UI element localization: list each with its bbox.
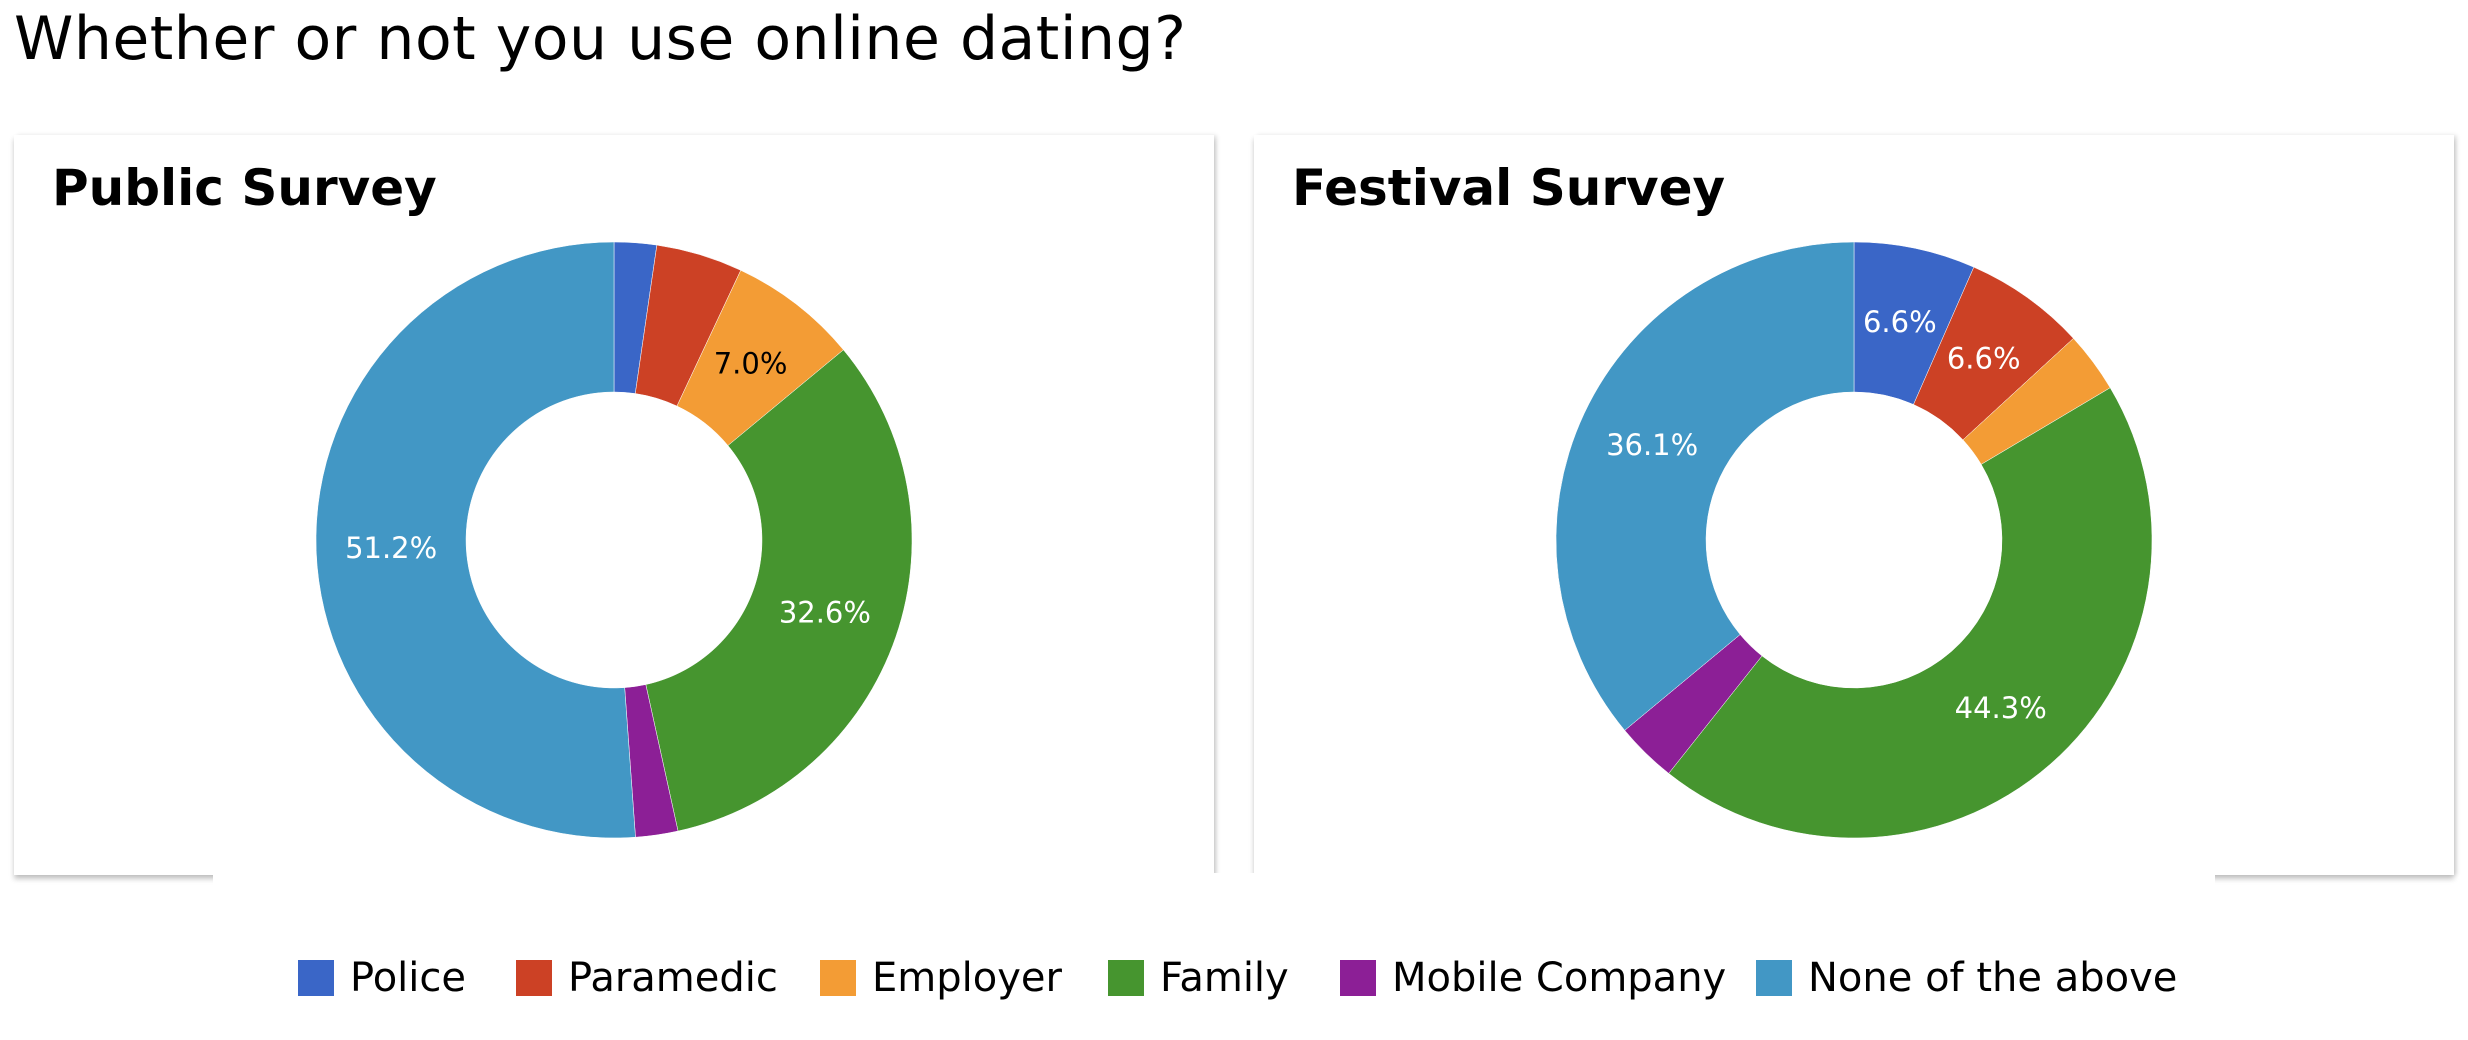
festival-survey-title: Festival Survey — [1292, 159, 1726, 217]
festival-label-none-of-the-above: 36.1% — [1606, 428, 1698, 462]
legend-swatch-employer — [820, 960, 856, 996]
legend-label-employer: Employer — [872, 955, 1062, 1001]
public-survey-title: Public Survey — [52, 159, 437, 217]
legend-item-family[interactable]: Family — [1108, 948, 1289, 1008]
legend-label-family: Family — [1160, 955, 1289, 1001]
legend-item-paramedic[interactable]: Paramedic — [516, 948, 778, 1008]
public-slice-family[interactable] — [645, 349, 913, 832]
page-title: Whether or not you use online dating? — [14, 4, 1187, 74]
legend-swatch-police — [298, 960, 334, 996]
legend-swatch-paramedic — [516, 960, 552, 996]
public-label-family: 32.6% — [779, 595, 871, 629]
public-survey-panel: Public Survey 7.0% 32.6% 51.2% — [14, 135, 1214, 875]
legend-label-paramedic: Paramedic — [568, 955, 778, 1001]
public-label-none-of-the-above: 51.2% — [345, 531, 437, 565]
public-label-employer: 7.0% — [714, 347, 788, 381]
legend-swatch-mobile-company — [1340, 960, 1376, 996]
public-survey-donut-chart: 7.0% 32.6% 51.2% — [315, 241, 913, 839]
festival-label-family: 44.3% — [1955, 691, 2047, 725]
legend-label-mobile-company: Mobile Company — [1392, 955, 1727, 1001]
legend-label-police: Police — [350, 955, 466, 1001]
public-slice-none-of-the-above[interactable] — [315, 241, 636, 839]
festival-label-police: 6.6% — [1863, 305, 1937, 339]
festival-slice-none-of-the-above[interactable] — [1555, 241, 1855, 731]
legend-item-police[interactable]: Police — [298, 948, 466, 1008]
festival-slice-family[interactable] — [1668, 387, 2153, 839]
festival-survey-panel: Festival Survey 6.6% 6.6% 44.3% 36.1% — [1254, 135, 2454, 875]
legend-item-employer[interactable]: Employer — [820, 948, 1062, 1008]
festival-label-paramedic: 6.6% — [1947, 342, 2021, 376]
legend-swatch-family — [1108, 960, 1144, 996]
legend-backdrop — [213, 873, 2215, 903]
legend-swatch-none-of-the-above — [1756, 960, 1792, 996]
legend-item-mobile-company[interactable]: Mobile Company — [1340, 948, 1726, 1008]
legend-label-none-of-the-above: None of the above — [1808, 955, 2178, 1001]
festival-survey-donut-chart: 6.6% 6.6% 44.3% 36.1% — [1555, 241, 2153, 839]
legend-item-none-of-the-above[interactable]: None of the above — [1756, 948, 2177, 1008]
chart-legend: Police Paramedic Employer Family Mobile … — [0, 948, 2468, 1008]
